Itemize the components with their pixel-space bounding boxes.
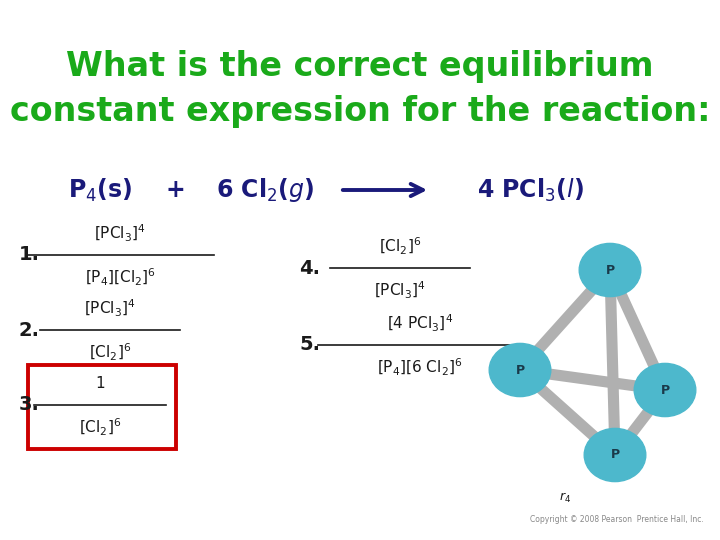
Ellipse shape — [584, 428, 646, 482]
Text: [Cl$_2$]$^6$: [Cl$_2$]$^6$ — [78, 416, 121, 437]
Text: constant expression for the reaction:: constant expression for the reaction: — [10, 95, 710, 128]
Ellipse shape — [579, 244, 641, 296]
Ellipse shape — [489, 343, 551, 396]
Text: [Cl$_2$]$^6$: [Cl$_2$]$^6$ — [89, 341, 131, 362]
Text: 1.: 1. — [19, 246, 40, 265]
Ellipse shape — [634, 363, 696, 416]
Text: [PCl$_3$]$^4$: [PCl$_3$]$^4$ — [374, 280, 426, 301]
Text: [P$_4$][Cl$_2$]$^6$: [P$_4$][Cl$_2$]$^6$ — [84, 266, 156, 287]
Text: [PCl$_3$]$^4$: [PCl$_3$]$^4$ — [94, 222, 146, 244]
Text: 4 PCl$_3$($l$): 4 PCl$_3$($l$) — [477, 177, 583, 204]
Text: Copyright © 2008 Pearson  Prentice Hall, Inc.: Copyright © 2008 Pearson Prentice Hall, … — [530, 516, 703, 524]
Text: 1: 1 — [95, 375, 105, 390]
Text: 6 Cl$_2$($g$): 6 Cl$_2$($g$) — [216, 176, 314, 204]
Text: P: P — [516, 363, 525, 376]
Text: What is the correct equilibrium: What is the correct equilibrium — [66, 50, 654, 83]
Text: 4.: 4. — [299, 259, 320, 278]
Bar — [28, 365, 176, 449]
Text: 2.: 2. — [19, 321, 40, 340]
Text: P: P — [606, 264, 615, 276]
Text: +: + — [165, 178, 185, 202]
Text: 5.: 5. — [299, 335, 320, 354]
Text: $r_4$: $r_4$ — [559, 491, 571, 505]
Text: P: P — [660, 383, 670, 396]
Text: P: P — [611, 449, 620, 462]
Text: P$_4$(s): P$_4$(s) — [68, 177, 132, 204]
Text: [P$_4$][6 Cl$_2$]$^6$: [P$_4$][6 Cl$_2$]$^6$ — [377, 356, 463, 377]
Text: [4 PCl$_3$]$^4$: [4 PCl$_3$]$^4$ — [387, 313, 453, 334]
Text: 3.: 3. — [19, 395, 40, 415]
Text: [Cl$_2$]$^6$: [Cl$_2$]$^6$ — [379, 235, 421, 256]
Text: [PCl$_3$]$^4$: [PCl$_3$]$^4$ — [84, 298, 136, 319]
